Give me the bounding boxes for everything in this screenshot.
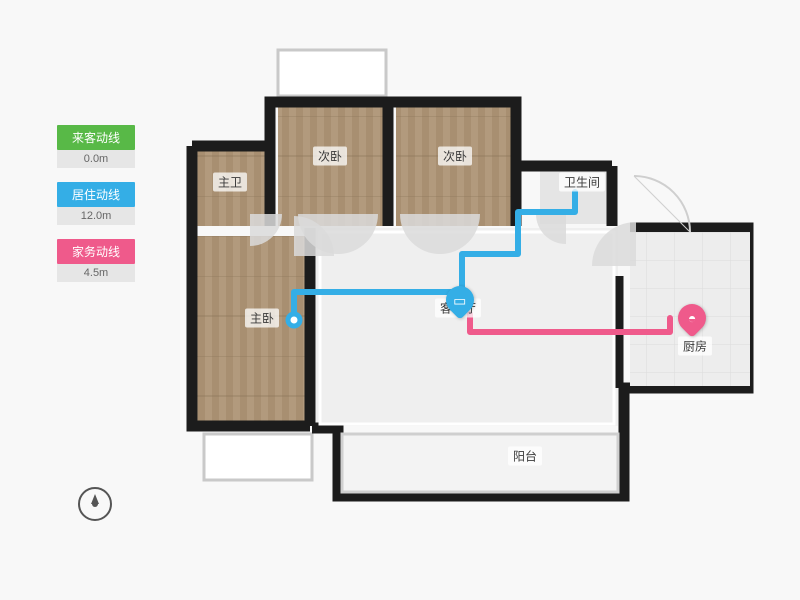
room-label-balcony: 阳台 <box>508 447 542 466</box>
legend-value: 0.0m <box>57 150 135 168</box>
balcony-floor <box>342 434 618 492</box>
legend-item-chores: 家务动线 4.5m <box>57 239 135 282</box>
room-label-bedroom-3: 次卧 <box>438 147 472 166</box>
legend-value: 12.0m <box>57 207 135 225</box>
room-label-master-bedroom: 主卧 <box>245 309 279 328</box>
legend: 来客动线 0.0m 居住动线 12.0m 家务动线 4.5m <box>57 125 135 296</box>
room-master-bedroom <box>192 236 310 426</box>
room-label-kitchen: 厨房 <box>678 337 712 356</box>
legend-label: 来客动线 <box>57 125 135 150</box>
marker-pin: ◓ <box>672 298 712 338</box>
floor-plan: 主卫次卧次卧卫生间主卧客餐厅厨房阳台 ▭ ◓ <box>170 36 765 542</box>
pot-icon: ◓ <box>688 311 696 325</box>
marker-pin: ▭ <box>440 280 480 320</box>
room-label-bathroom: 卫生间 <box>559 173 605 192</box>
legend-item-living: 居住动线 12.0m <box>57 182 135 225</box>
compass-hub <box>92 501 98 507</box>
compass-icon <box>78 487 112 521</box>
legend-label: 居住动线 <box>57 182 135 207</box>
marker-living-room: ▭ <box>446 286 474 314</box>
legend-value: 4.5m <box>57 264 135 282</box>
legend-label: 家务动线 <box>57 239 135 264</box>
marker-kitchen: ◓ <box>678 304 706 332</box>
flow-path-living-end <box>288 314 300 326</box>
room-label-bedroom-2: 次卧 <box>313 147 347 166</box>
legend-item-guest: 来客动线 0.0m <box>57 125 135 168</box>
room-label-master-bath: 主卫 <box>213 173 247 192</box>
compass-ring <box>78 487 112 521</box>
bed-icon: ▭ <box>453 293 466 307</box>
